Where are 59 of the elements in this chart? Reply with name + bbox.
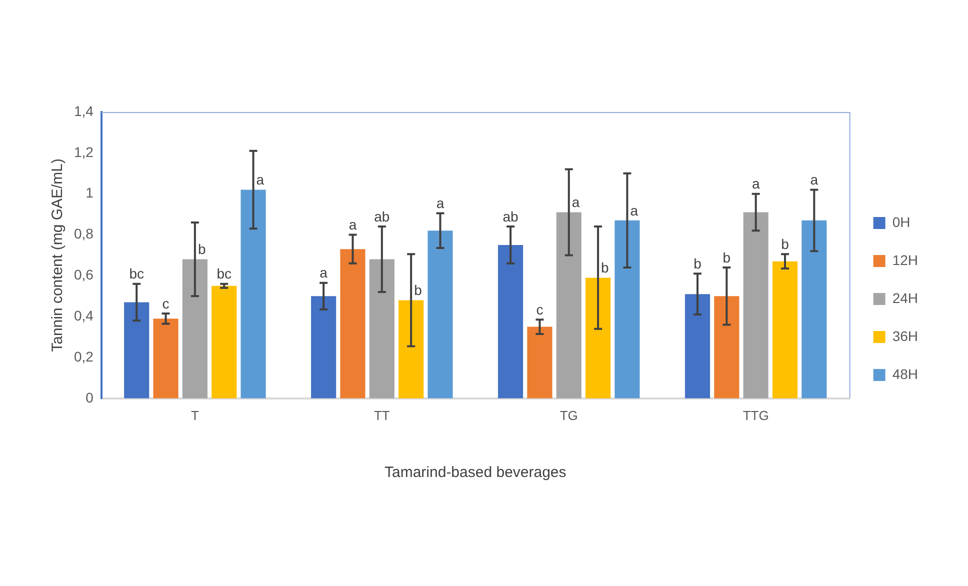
bar bbox=[556, 212, 582, 398]
bar bbox=[498, 244, 524, 398]
bar bbox=[369, 259, 394, 398]
data-label: c bbox=[162, 295, 170, 312]
bar bbox=[124, 302, 150, 398]
bar bbox=[614, 220, 640, 398]
data-label: ab bbox=[374, 208, 390, 224]
data-label: b bbox=[722, 249, 731, 266]
y-tick-label: 0,6 bbox=[74, 266, 94, 283]
y-tick-label: 0,8 bbox=[74, 226, 94, 242]
bar bbox=[240, 190, 266, 398]
bar bbox=[714, 296, 740, 398]
y-tick-label: 0,2 bbox=[74, 348, 94, 364]
bar bbox=[212, 286, 237, 398]
bar bbox=[527, 326, 552, 398]
x-tick-label: TG bbox=[560, 408, 578, 423]
x-axis-title: Tamarind-based beverages bbox=[384, 464, 566, 482]
bar bbox=[340, 249, 366, 398]
bar bbox=[153, 318, 178, 398]
legend-label: 0H bbox=[892, 214, 910, 230]
y-axis-title: Tannin content (mg GAE/mL) bbox=[49, 158, 66, 352]
data-label: a bbox=[320, 264, 328, 281]
data-label: a bbox=[810, 172, 818, 188]
data-label: b bbox=[694, 255, 702, 272]
y-tick-label: 1,4 bbox=[74, 102, 94, 119]
bar bbox=[772, 261, 798, 398]
y-tick-label: 1 bbox=[86, 184, 94, 201]
bar bbox=[684, 294, 710, 398]
x-tick-label: T bbox=[190, 408, 199, 423]
legend-label: 48H bbox=[892, 366, 918, 382]
bar bbox=[182, 259, 208, 398]
legend-label: 36H bbox=[892, 328, 918, 344]
data-label: a bbox=[572, 194, 580, 210]
data-label: bc bbox=[129, 266, 144, 282]
y-tick-label: 1,2 bbox=[74, 144, 94, 160]
data-label: b bbox=[198, 241, 206, 258]
data-label: b bbox=[414, 282, 422, 298]
data-label: a bbox=[630, 202, 638, 218]
bar bbox=[743, 212, 768, 398]
x-tick-label: TTG bbox=[742, 408, 769, 423]
data-label: c bbox=[536, 302, 544, 318]
data-label: a bbox=[348, 216, 357, 233]
data-label: b bbox=[781, 236, 790, 252]
data-label: a bbox=[436, 195, 444, 212]
y-tick-label: 0 bbox=[86, 389, 94, 406]
data-label: bc bbox=[216, 266, 232, 282]
bar bbox=[585, 278, 611, 398]
bar bbox=[428, 230, 453, 398]
x-tick-label: TT bbox=[374, 408, 390, 423]
legend-label: 12H bbox=[892, 252, 918, 268]
y-tick-label: 0,4 bbox=[74, 307, 94, 324]
bar bbox=[311, 296, 336, 398]
data-label: ab bbox=[502, 208, 519, 224]
bar bbox=[802, 220, 827, 398]
data-label: b bbox=[601, 260, 610, 276]
legend-label: 24H bbox=[892, 290, 918, 306]
data-label: a bbox=[256, 172, 264, 188]
bar bbox=[398, 300, 424, 398]
data-label: a bbox=[752, 176, 760, 192]
